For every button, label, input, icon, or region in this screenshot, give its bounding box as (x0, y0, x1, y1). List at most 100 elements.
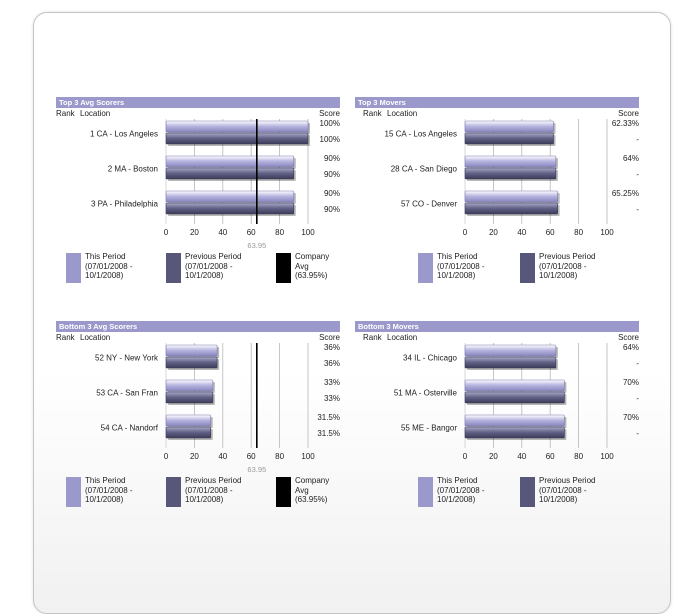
legend-label-company-avg: Company Avg (63.95%) (295, 476, 330, 504)
bar-previous-period (464, 356, 557, 369)
x-tick-label: 60 (546, 452, 555, 461)
legend-swatch-company-avg (276, 477, 291, 507)
column-header-score: Score (618, 109, 639, 118)
data-label: - (636, 170, 639, 179)
column-header-rank: Rank (56, 333, 75, 342)
legend-swatch-company-avg (276, 253, 291, 283)
category-label: 53 CA - San Fran (96, 389, 158, 398)
bar-previous-period (165, 391, 214, 404)
panel-title: Bottom 3 Movers (355, 321, 639, 332)
legend-this-period: This Period (07/01/2008 - 10/1/2008) (66, 252, 161, 293)
panel-title: Bottom 3 Avg Scorers (56, 321, 340, 332)
legend-this-period: This Period (07/01/2008 - 10/1/2008) (418, 252, 513, 293)
legend-swatch-this-period (418, 253, 433, 283)
legend-swatch-this-period (66, 477, 81, 507)
x-tick-label: 80 (275, 228, 284, 237)
panel-top-movers: Top 3 Movers Rank Location Score 0 20 40 60… (355, 97, 639, 323)
bar-previous-period (464, 391, 565, 404)
legend-label-company-avg: Company Avg (63.95%) (295, 252, 330, 280)
x-tick-label: 100 (301, 452, 315, 461)
data-label: - (636, 429, 639, 438)
bar-previous-period (165, 356, 218, 369)
legend-label-previous-period: Previous Period (07/01/2008 - 10/1/2008) (185, 252, 242, 280)
x-tick-label: 20 (190, 228, 199, 237)
bar-this-period (165, 344, 218, 357)
category-label: 3 PA - Philadelphia (91, 200, 159, 209)
company-avg-label: 63.95 (247, 465, 266, 474)
bar-previous-period (165, 132, 309, 145)
dashboard-card: Top 3 Avg Scorers Rank Location Score 0 2… (33, 12, 671, 614)
x-tick-label: 40 (218, 228, 227, 237)
x-tick-label: 0 (164, 452, 169, 461)
panel-bottom-avg-scorers: Bottom 3 Avg Scorers Rank Location Score… (56, 321, 340, 547)
data-label: 64% (623, 154, 639, 163)
bar-this-period (464, 379, 565, 392)
data-label: - (636, 205, 639, 214)
legend-label-previous-period: Previous Period (07/01/2008 - 10/1/2008) (539, 252, 596, 280)
legend-this-period: This Period (07/01/2008 - 10/1/2008) (66, 476, 161, 517)
category-label: 2 MA - Boston (108, 165, 158, 174)
bar-this-period (165, 190, 295, 203)
bar-this-period (464, 414, 565, 427)
x-tick-label: 40 (218, 452, 227, 461)
x-tick-label: 20 (489, 452, 498, 461)
column-header-score: Score (319, 109, 340, 118)
bar-chart: 0 20 40 60 80 100 52 NY - New York 36% 36% 53 CA … (95, 343, 340, 474)
legend-company-avg: Company Avg (63.95%) (276, 476, 340, 517)
data-label: 90% (324, 205, 340, 214)
bar-previous-period (464, 202, 558, 215)
legend-this-period: This Period (07/01/2008 - 10/1/2008) (418, 476, 513, 517)
bar-previous-period (464, 132, 554, 145)
data-label: 31.5% (317, 413, 340, 422)
bar-this-period (464, 120, 554, 133)
legend-swatch-previous-period (520, 477, 535, 507)
data-label: - (636, 394, 639, 403)
x-tick-label: 100 (600, 452, 614, 461)
x-tick-label: 80 (275, 452, 284, 461)
category-label: 34 IL - Chicago (403, 354, 458, 363)
data-label: 70% (623, 378, 639, 387)
company-avg-label: 63.95 (247, 241, 266, 250)
x-tick-label: 100 (600, 228, 614, 237)
x-tick-label: 80 (574, 452, 583, 461)
data-label: - (636, 359, 639, 368)
legend-swatch-previous-period (166, 253, 181, 283)
category-label: 54 CA - Nandorf (101, 424, 159, 433)
bar-this-period (165, 120, 309, 133)
column-header-location: Location (80, 333, 111, 342)
legend-swatch-this-period (418, 477, 433, 507)
x-tick-label: 80 (574, 228, 583, 237)
bar-this-period (165, 414, 212, 427)
x-tick-label: 40 (517, 228, 526, 237)
column-header-score: Score (319, 333, 340, 342)
bar-this-period (165, 379, 214, 392)
bar-previous-period (165, 202, 295, 215)
legend-label-previous-period: Previous Period (07/01/2008 - 10/1/2008) (185, 476, 242, 504)
bar-this-period (464, 155, 557, 168)
legend-label-this-period: This Period (07/01/2008 - 10/1/2008) (85, 252, 133, 280)
data-label: 64% (623, 343, 639, 352)
legend-swatch-this-period (66, 253, 81, 283)
data-label: 90% (324, 154, 340, 163)
legend-company-avg: Company Avg (63.95%) (276, 252, 340, 293)
legend-label-previous-period: Previous Period (07/01/2008 - 10/1/2008) (539, 476, 596, 504)
legend-swatch-previous-period (166, 477, 181, 507)
x-tick-label: 20 (190, 452, 199, 461)
bar-previous-period (464, 426, 565, 439)
category-label: 52 NY - New York (95, 354, 159, 363)
category-label: 51 MA - Osterville (394, 389, 458, 398)
legend-previous-period: Previous Period (07/01/2008 - 10/1/2008) (166, 252, 266, 293)
bar-this-period (464, 344, 557, 357)
x-tick-label: 60 (247, 228, 256, 237)
bar-this-period (165, 155, 295, 168)
column-header-location: Location (387, 333, 418, 342)
legend-label-this-period: This Period (07/01/2008 - 10/1/2008) (437, 252, 485, 280)
legend-label-this-period: This Period (07/01/2008 - 10/1/2008) (437, 476, 485, 504)
data-label: 31.5% (317, 429, 340, 438)
bar-previous-period (165, 167, 295, 180)
category-label: 55 ME - Bangor (401, 424, 457, 433)
panel-title: Top 3 Movers (355, 97, 639, 108)
data-label: 100% (320, 119, 340, 128)
x-tick-label: 60 (247, 452, 256, 461)
bar-previous-period (464, 167, 557, 180)
